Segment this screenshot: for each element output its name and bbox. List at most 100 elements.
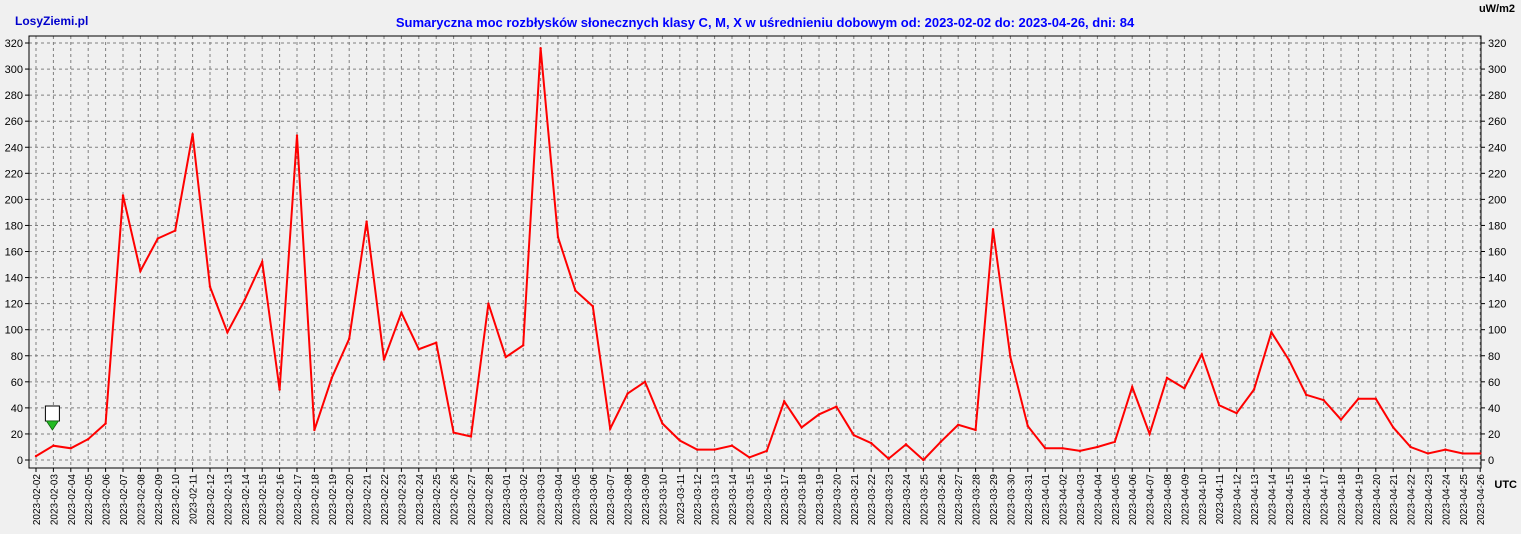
data-point <box>539 47 542 50</box>
x-tick-label: 2023-02-23 <box>397 474 408 526</box>
data-point <box>817 413 821 416</box>
data-point <box>1287 358 1291 361</box>
data-point <box>1479 452 1482 455</box>
x-tick-label: 2023-02-14 <box>241 474 252 526</box>
x-tick-label: 2023-03-13 <box>711 474 722 526</box>
x-tick-label: 2023-04-17 <box>1320 474 1331 526</box>
x-tick-label: 2023-02-19 <box>328 474 339 526</box>
data-point <box>678 439 681 442</box>
x-tick-label: 2023-04-12 <box>1233 474 1244 526</box>
data-point <box>330 376 333 380</box>
data-point <box>870 441 873 445</box>
data-point <box>1235 411 1238 415</box>
x-tick-label: 2023-03-08 <box>624 474 635 526</box>
y-tick-label-left: 40 <box>11 403 23 415</box>
data-point <box>748 456 751 459</box>
data-point <box>643 380 647 384</box>
x-tick-label: 2023-03-05 <box>571 474 582 526</box>
data-point <box>730 444 734 447</box>
x-tick-label: 2023-04-02 <box>1059 474 1070 526</box>
x-tick-label: 2023-02-28 <box>484 474 495 526</box>
data-point <box>226 331 229 334</box>
data-point <box>1131 385 1134 389</box>
y-tick-label-right: 80 <box>1488 351 1500 363</box>
x-tick-label: 2023-03-23 <box>885 474 896 526</box>
x-tick-label: 2023-03-06 <box>589 474 600 526</box>
data-point <box>1270 331 1273 334</box>
y-tick-label-left: 120 <box>5 299 23 311</box>
y-tick-label-right: 300 <box>1488 64 1506 76</box>
x-tick-label: 2023-03-28 <box>972 474 983 526</box>
x-tick-label: 2023-04-18 <box>1337 474 1348 526</box>
y-tick-label-left: 300 <box>5 64 23 76</box>
event-marker[interactable] <box>44 405 60 431</box>
utc-label: UTC <box>1494 479 1517 491</box>
data-point <box>278 388 281 391</box>
y-axis-right: 0 20 40 60 80 100 120 140 160 180 200 220 240 260 280 3… <box>1481 38 1506 467</box>
y-tick-label-right: 260 <box>1488 116 1506 128</box>
event-marker-box <box>44 405 60 422</box>
x-tick-label: 2023-04-09 <box>1180 474 1191 526</box>
data-point <box>208 285 212 288</box>
x-tick-label: 2023-04-13 <box>1250 474 1261 526</box>
x-tick-label: 2023-03-04 <box>554 474 565 526</box>
x-tick-label: 2023-03-22 <box>867 474 878 526</box>
x-tick-label: 2023-02-21 <box>363 474 374 526</box>
data-point <box>1392 426 1395 429</box>
x-tick-label: 2023-03-14 <box>728 474 739 526</box>
data-point <box>295 134 299 137</box>
x-tick-label: 2023-03-30 <box>1006 474 1017 526</box>
data-point <box>1096 445 1099 449</box>
data-point <box>69 447 73 450</box>
x-tick-label: 2023-02-16 <box>276 474 287 526</box>
y-tick-label-left: 0 <box>17 455 23 467</box>
data-point <box>417 348 420 351</box>
y-tick-label-right: 180 <box>1488 220 1506 232</box>
x-tick-label: 2023-03-29 <box>989 474 1000 526</box>
data-point <box>626 392 629 395</box>
data-point <box>1357 397 1360 400</box>
y-tick-label-right: 60 <box>1488 377 1500 389</box>
x-tick-label: 2023-02-25 <box>432 474 443 526</box>
y-tick-label-left: 200 <box>5 194 23 206</box>
data-point <box>991 228 995 231</box>
data-point <box>400 311 403 314</box>
x-tick-label: 2023-02-15 <box>258 474 269 526</box>
y-tick-label-left: 220 <box>5 168 23 180</box>
x-tick-label: 2023-03-09 <box>641 474 652 526</box>
x-tick-label: 2023-03-21 <box>850 474 861 526</box>
x-tick-label: 2023-02-26 <box>450 474 461 526</box>
x-tick-label: 2023-02-12 <box>206 474 217 526</box>
marker-layer <box>44 405 60 431</box>
x-tick-label: 2023-02-09 <box>154 474 165 526</box>
x-tick-label: 2023-04-22 <box>1407 474 1418 526</box>
data-point <box>121 194 125 197</box>
x-tick-label: 2023-04-01 <box>1041 474 1052 526</box>
y-tick-label-left: 100 <box>5 325 23 337</box>
triangle-down-icon <box>45 420 60 431</box>
data-point <box>313 428 316 432</box>
x-tick-label: 2023-03-26 <box>937 474 948 526</box>
data-point <box>1305 393 1308 397</box>
y-tick-label-left: 320 <box>5 38 23 50</box>
x-tick-label: 2023-04-08 <box>1163 474 1174 526</box>
data-point <box>591 305 594 308</box>
x-tick-label: 2023-02-17 <box>293 474 304 526</box>
x-tick-label: 2023-04-16 <box>1302 474 1313 526</box>
x-tick-label: 2023-04-21 <box>1389 474 1400 526</box>
data-point <box>852 434 855 437</box>
x-tick-label: 2023-03-15 <box>745 474 756 526</box>
data-point <box>1078 449 1082 453</box>
y-tick-label-right: 320 <box>1488 38 1506 50</box>
x-tick-label: 2023-02-02 <box>32 474 43 526</box>
data-point <box>1252 388 1256 391</box>
data-point <box>696 448 699 451</box>
data-point <box>156 237 159 240</box>
data-point <box>922 458 925 462</box>
data-point <box>1165 376 1169 380</box>
data-point <box>348 337 351 341</box>
y-axis-left: 0 20 40 60 80 100 120 140 160 180 200 220 240 260 280 3… <box>5 38 29 467</box>
x-axis: 2023-02-02 2023-02-03 2023-02-04 2023-02-05… <box>32 468 1487 525</box>
x-tick-label: 2023-02-10 <box>171 474 182 526</box>
